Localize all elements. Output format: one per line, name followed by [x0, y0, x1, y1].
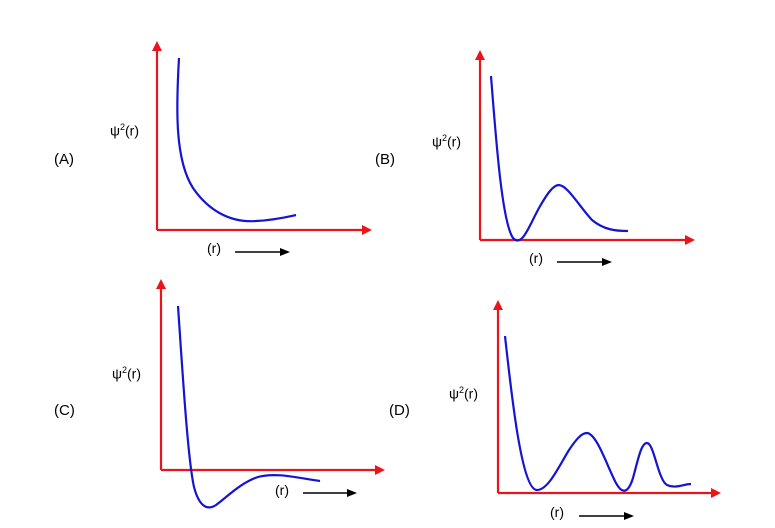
panel-a	[152, 41, 372, 256]
panel-c-y-label: ψ2(r)	[112, 365, 141, 382]
panel-b-x-label: (r)	[529, 250, 543, 266]
panel-d-x-label: (r)	[550, 504, 564, 520]
panel-b-y-label: ψ2(r)	[432, 133, 461, 150]
panel-d-y-label: ψ2(r)	[449, 385, 478, 402]
panel-c-x-label: (r)	[275, 482, 289, 498]
panel-a-y-label: ψ2(r)	[110, 122, 139, 139]
panel-c-tag: (C)	[54, 402, 75, 419]
panel-b-curve	[489, 75, 629, 242]
panel-d	[493, 300, 721, 520]
panel-b	[475, 50, 695, 266]
panel-a-curve	[176, 57, 297, 223]
panel-c	[156, 279, 385, 509]
panel-d-tag: (D)	[389, 402, 410, 419]
panel-d-curve	[503, 335, 692, 492]
panel-a-x-label: (r)	[207, 240, 221, 256]
panel-a-tag: (A)	[54, 151, 74, 168]
panel-c-curve	[176, 305, 321, 509]
panel-b-tag: (B)	[375, 151, 395, 168]
